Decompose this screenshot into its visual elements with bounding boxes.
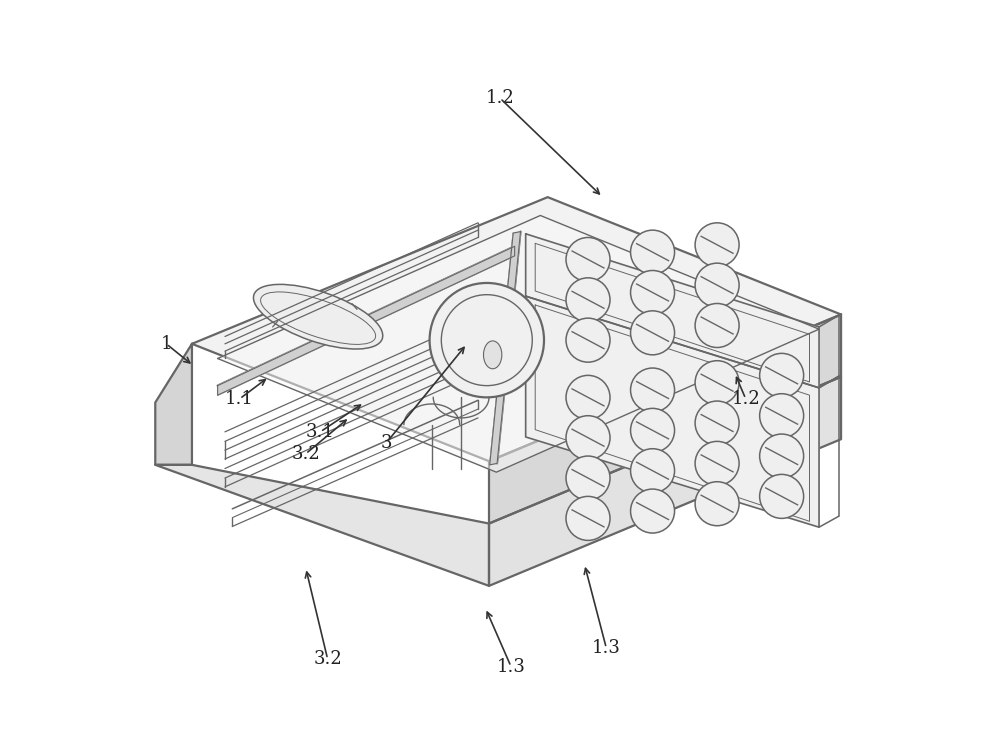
Circle shape: [430, 283, 544, 398]
Polygon shape: [218, 216, 819, 472]
Circle shape: [760, 434, 804, 478]
Text: 1.2: 1.2: [486, 89, 514, 107]
Circle shape: [566, 497, 610, 540]
Circle shape: [695, 441, 739, 486]
Circle shape: [631, 409, 675, 452]
Text: 3.1: 3.1: [306, 423, 335, 441]
Text: 1.3: 1.3: [497, 658, 525, 675]
Circle shape: [631, 311, 675, 355]
Circle shape: [631, 270, 675, 315]
Polygon shape: [489, 315, 841, 523]
Circle shape: [566, 278, 610, 321]
Ellipse shape: [253, 285, 383, 349]
Circle shape: [566, 375, 610, 419]
Circle shape: [566, 416, 610, 460]
Text: 1: 1: [161, 335, 172, 353]
Text: 1.1: 1.1: [225, 390, 254, 408]
Circle shape: [566, 456, 610, 500]
Circle shape: [760, 394, 804, 437]
Circle shape: [695, 361, 739, 405]
Circle shape: [631, 230, 675, 274]
Circle shape: [695, 304, 739, 347]
Text: 3.2: 3.2: [291, 445, 320, 463]
Polygon shape: [526, 296, 819, 527]
Circle shape: [760, 353, 804, 398]
Polygon shape: [155, 465, 489, 586]
Polygon shape: [218, 246, 515, 395]
Polygon shape: [526, 234, 819, 388]
Text: 3.2: 3.2: [313, 650, 342, 668]
Circle shape: [695, 482, 739, 525]
Circle shape: [695, 401, 739, 445]
Polygon shape: [489, 377, 841, 586]
Polygon shape: [490, 231, 521, 465]
Polygon shape: [155, 344, 192, 465]
Circle shape: [695, 223, 739, 267]
Ellipse shape: [483, 341, 502, 369]
Circle shape: [631, 449, 675, 493]
Polygon shape: [192, 197, 841, 461]
Circle shape: [631, 489, 675, 533]
Circle shape: [566, 237, 610, 282]
Text: 1.2: 1.2: [731, 390, 760, 408]
Circle shape: [760, 474, 804, 518]
Circle shape: [631, 368, 675, 412]
Text: 3: 3: [381, 434, 392, 452]
Text: 1.3: 1.3: [592, 639, 621, 657]
Circle shape: [566, 319, 610, 362]
Circle shape: [695, 263, 739, 307]
